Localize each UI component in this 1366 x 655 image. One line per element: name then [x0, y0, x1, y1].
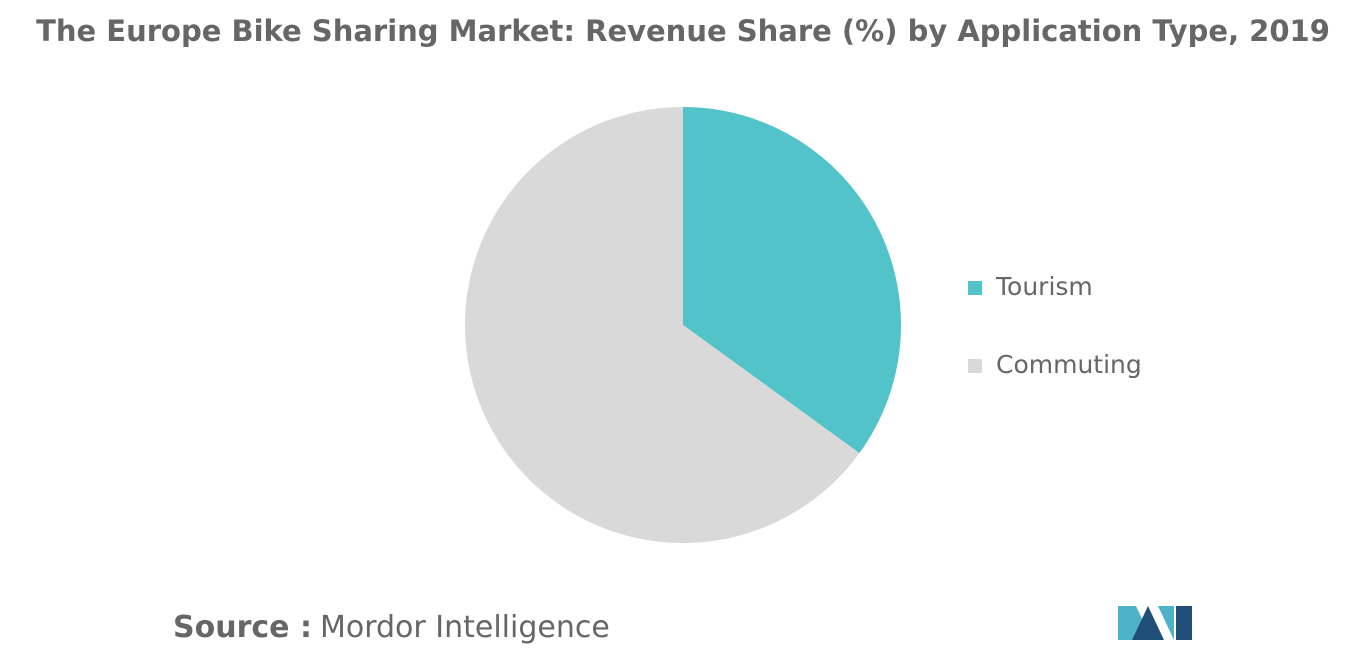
- legend-swatch: [968, 281, 982, 295]
- logo-shape: [1132, 606, 1164, 640]
- logo: [1118, 606, 1192, 640]
- legend-label: Commuting: [996, 350, 1142, 379]
- chart-title: The Europe Bike Sharing Market: Revenue …: [36, 14, 1330, 48]
- legend-swatch: [968, 359, 982, 373]
- pie-slice: [683, 107, 902, 454]
- pie-slice: [465, 107, 860, 543]
- source-name: Mordor Intelligence: [320, 610, 610, 645]
- source: Source : Mordor Intelligence: [173, 610, 610, 645]
- legend-label: Tourism: [995, 272, 1093, 301]
- logo-shape: [1158, 606, 1174, 640]
- source-label: Source :: [173, 610, 312, 645]
- logo-shape: [1176, 606, 1192, 640]
